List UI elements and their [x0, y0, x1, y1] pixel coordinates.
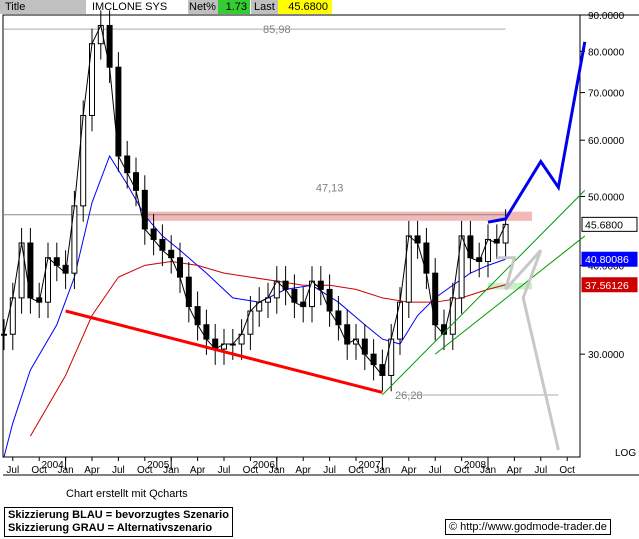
net-label: Net% [189, 1, 216, 13]
scenarios [487, 41, 587, 451]
x-tick-label: Oct [31, 465, 47, 476]
price-box [581, 216, 638, 232]
x-year-label: 2005 [147, 460, 170, 471]
title-label: Title [5, 1, 26, 13]
net-value: 1.73 [225, 1, 247, 13]
legend-grey-text: Skizzierung GRAU = Alternativszenario [8, 522, 213, 534]
annotations: 85,98 47,13 26,28 [263, 24, 423, 402]
x-tick-label: Jul [534, 465, 547, 476]
plot-area [2, 14, 581, 458]
annotation-label: 85,98 [263, 24, 291, 36]
blue-scenario-path [487, 41, 587, 224]
price-line [3, 23, 507, 377]
price-box [581, 251, 638, 267]
price-candle [1, 333, 7, 336]
y-tick-label: 70.0000 [588, 89, 625, 100]
x-tick-label: Apr [190, 465, 206, 476]
red-downtrend-line [65, 309, 383, 394]
resistance-zone [144, 211, 533, 221]
price-box-label: 37.56126 [585, 280, 629, 292]
copyright-link[interactable]: http://www.godmode-trader.de [460, 521, 607, 533]
x-tick-label: Jan [163, 465, 179, 476]
x-tick-label: Apr [401, 465, 417, 476]
x-tick-label: Oct [243, 465, 259, 476]
title-label-cell: Title [0, 0, 86, 14]
price-box-label: 45.6800 [585, 219, 623, 231]
y-tick-label: 40.0000 [588, 261, 625, 272]
grey-scenario-path [496, 249, 560, 451]
x-year-label: 2006 [253, 460, 276, 471]
copyright-icon: © [449, 521, 458, 533]
log-scale-label: LOG [615, 448, 636, 459]
x-axis: Jul Oct Jan Apr Jul Oct Jan Apr Jul Oct Jan Apr Jul O… [6, 457, 575, 476]
green-uptrend-line [382, 189, 586, 396]
green-uptrend-line [434, 235, 586, 355]
scenario-legend: Skizzierung BLAU = bevorzugtes Szenario … [4, 507, 233, 537]
net-value-cell: 1.73 [218, 0, 250, 14]
price-box [581, 277, 638, 293]
x-tick-label: Oct [137, 465, 153, 476]
x-tick-label: Jan [480, 465, 496, 476]
copyright-box[interactable]: © http://www.godmode-trader.de [445, 519, 611, 535]
y-tick-label: 50.0000 [588, 192, 625, 203]
x-tick-label: Jan [374, 465, 390, 476]
last-label: Last [254, 1, 275, 13]
x-tick-label: Jul [429, 465, 442, 476]
y-tick-label: 90.0000 [588, 11, 625, 22]
last-label-cell: Last [251, 0, 278, 14]
x-tick-label: Jan [269, 465, 285, 476]
x-tick-label: Apr [84, 465, 100, 476]
credit-text: Chart erstellt mit Qcharts [66, 488, 188, 500]
x-year-label: 2008 [464, 460, 487, 471]
legend-blue-text: Skizzierung BLAU = bevorzugtes Szenario [8, 509, 229, 521]
x-year-label: 2004 [41, 460, 64, 471]
x-tick-label: Oct [454, 465, 470, 476]
stock-chart: 30.0000 40.0000 50.0000 60.0000 70.0000 80.00… [1, 10, 639, 476]
x-tick-label: Jul [323, 465, 336, 476]
y-axis: 30.0000 40.0000 50.0000 60.0000 70.0000 80.00… [580, 11, 625, 361]
price-boxes: 45.6800 40.80086 37.56126 [581, 216, 638, 293]
y-tick-label: 60.0000 [588, 136, 625, 147]
x-tick-label: Apr [295, 465, 311, 476]
x-year-label: 2007 [358, 460, 381, 471]
horizontal-lines [4, 28, 559, 396]
last-value: 45.6800 [288, 1, 328, 13]
net-label-cell: Net% [188, 0, 218, 14]
price-box-label: 40.80086 [585, 254, 629, 266]
x-tick-label: Jan [58, 465, 74, 476]
x-tick-label: Oct [559, 465, 575, 476]
y-tick-label: 30.0000 [588, 350, 625, 361]
x-tick-label: Oct [348, 465, 364, 476]
x-tick-label: Jul [218, 465, 231, 476]
x-tick-label: Apr [507, 465, 523, 476]
symbol-name-cell: IMCLONE SYS INC [88, 0, 188, 27]
annotation-label: 26,28 [395, 390, 423, 402]
x-tick-label: Jul [6, 465, 19, 476]
y-tick-label: 80.0000 [588, 47, 625, 58]
x-tick-label: Jul [112, 465, 125, 476]
last-value-cell: 45.6800 [278, 0, 332, 14]
trend-lines [65, 189, 586, 396]
annotation-label: 47,13 [316, 182, 344, 194]
